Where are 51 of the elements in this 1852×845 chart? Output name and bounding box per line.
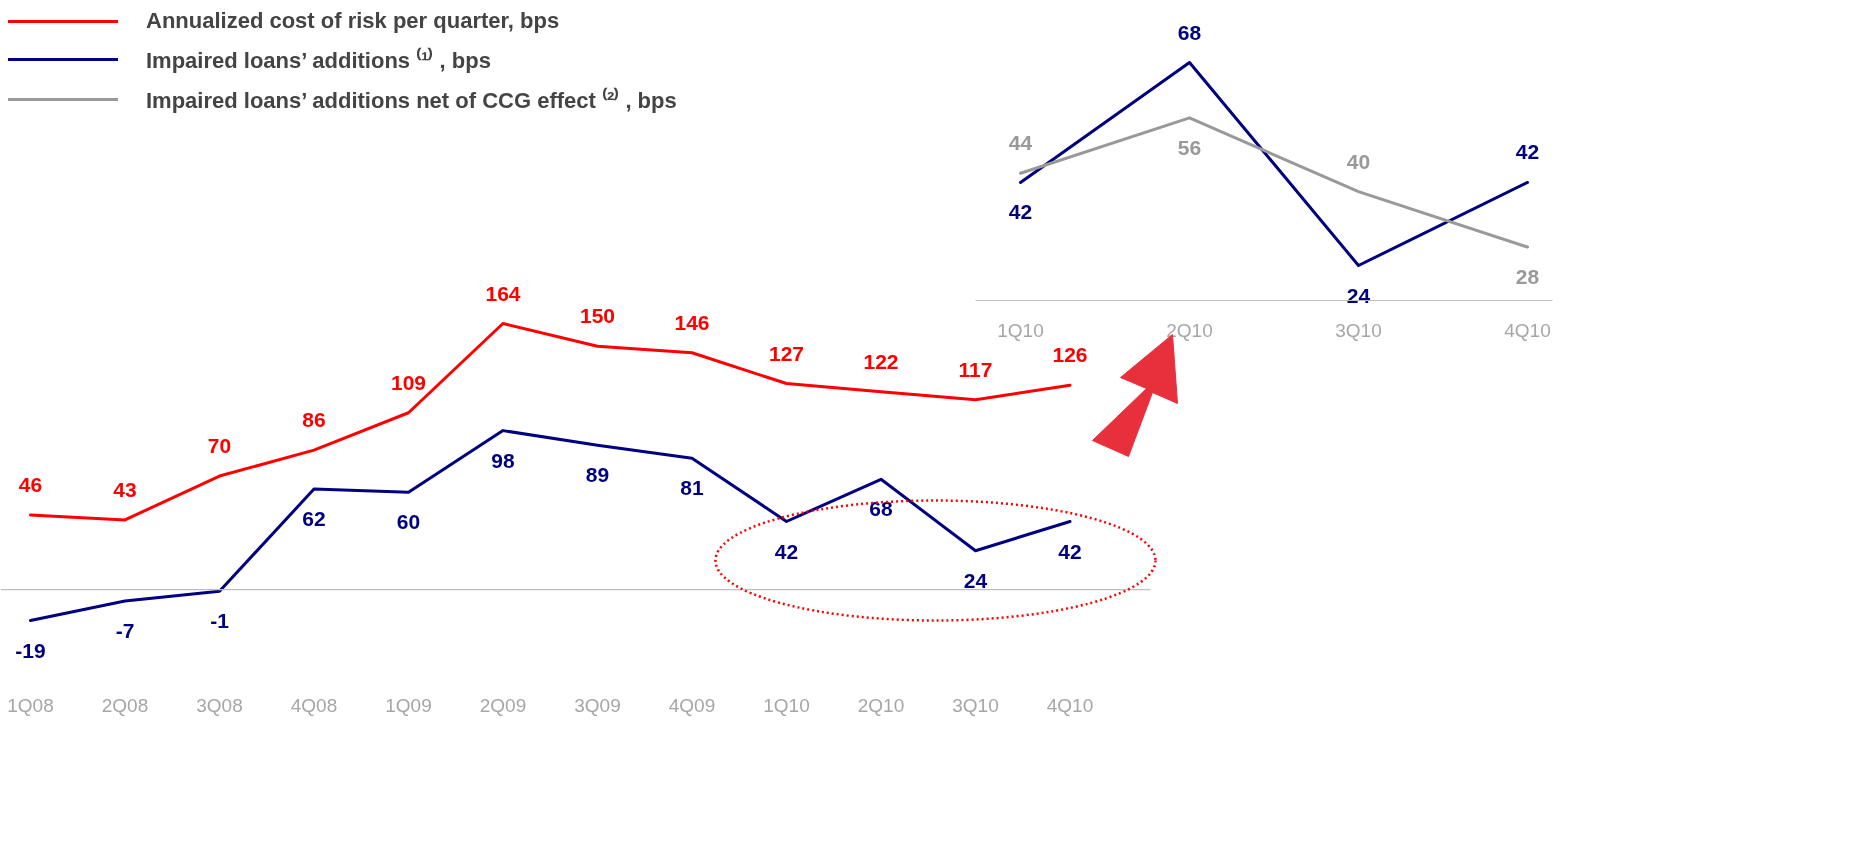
data-label: 24 [1346,283,1371,307]
x-tick-label: 4Q09 [668,694,716,716]
data-label: -7 [115,619,135,643]
data-label: 164 [485,281,521,305]
data-label: 127 [768,341,805,365]
x-tick-label: 3Q10 [952,694,999,716]
data-label: 60 [396,510,421,534]
data-label: 146 [674,310,710,334]
data-label: 81 [680,476,704,500]
data-label: 98 [491,448,515,472]
x-tick-label: 4Q08 [290,694,338,716]
data-label: 40 [1346,149,1371,173]
x-tick-label: 2Q09 [479,694,527,716]
x-tick-label: 2Q10 [857,694,905,716]
data-label: 70 [207,434,232,458]
data-label: 56 [1177,135,1202,159]
legend-label: Annualized cost of risk per quarter, bps [146,8,560,34]
data-label: 42 [1058,539,1082,563]
data-label: 24 [963,568,988,592]
data-label: -1 [210,609,230,633]
x-tick-label: 3Q10 [1335,320,1382,341]
x-tick-label: 1Q10 [763,694,810,716]
x-tick-label: 2Q10 [1166,320,1213,341]
x-tick-label: 1Q10 [997,320,1044,341]
data-label: 44 [1008,131,1033,155]
data-label: 42 [1515,140,1540,164]
x-tick-label: 1Q09 [385,694,432,716]
data-label: 109 [390,370,427,394]
x-tick-label: 4Q10 [1046,694,1094,716]
data-label: 42 [1008,200,1033,224]
data-label: 86 [302,408,326,432]
data-label: 126 [1052,343,1088,367]
data-label: 43 [113,477,137,501]
data-label: 68 [869,497,893,521]
data-label: 62 [302,507,326,531]
data-label: 46 [18,473,43,497]
data-label: 68 [1177,20,1202,44]
x-tick-label: 3Q09 [574,694,621,716]
x-tick-label: 1Q08 [7,694,54,716]
data-label: 122 [863,349,899,373]
data-label: 150 [579,304,616,328]
data-label: 28 [1515,265,1540,289]
legend-label: Impaired loans’ additions net of CCG effect ⁽²⁾ , bps [146,86,677,114]
x-tick-label: 2Q08 [101,694,149,716]
data-label: -19 [15,638,46,662]
data-label: 89 [585,463,610,487]
x-tick-label: 3Q08 [196,694,243,716]
data-label: 117 [958,357,993,381]
data-label: 42 [774,539,799,563]
x-tick-label: 4Q10 [1504,320,1551,341]
legend-label: Impaired loans’ additions ⁽¹⁾ , bps [146,46,491,74]
